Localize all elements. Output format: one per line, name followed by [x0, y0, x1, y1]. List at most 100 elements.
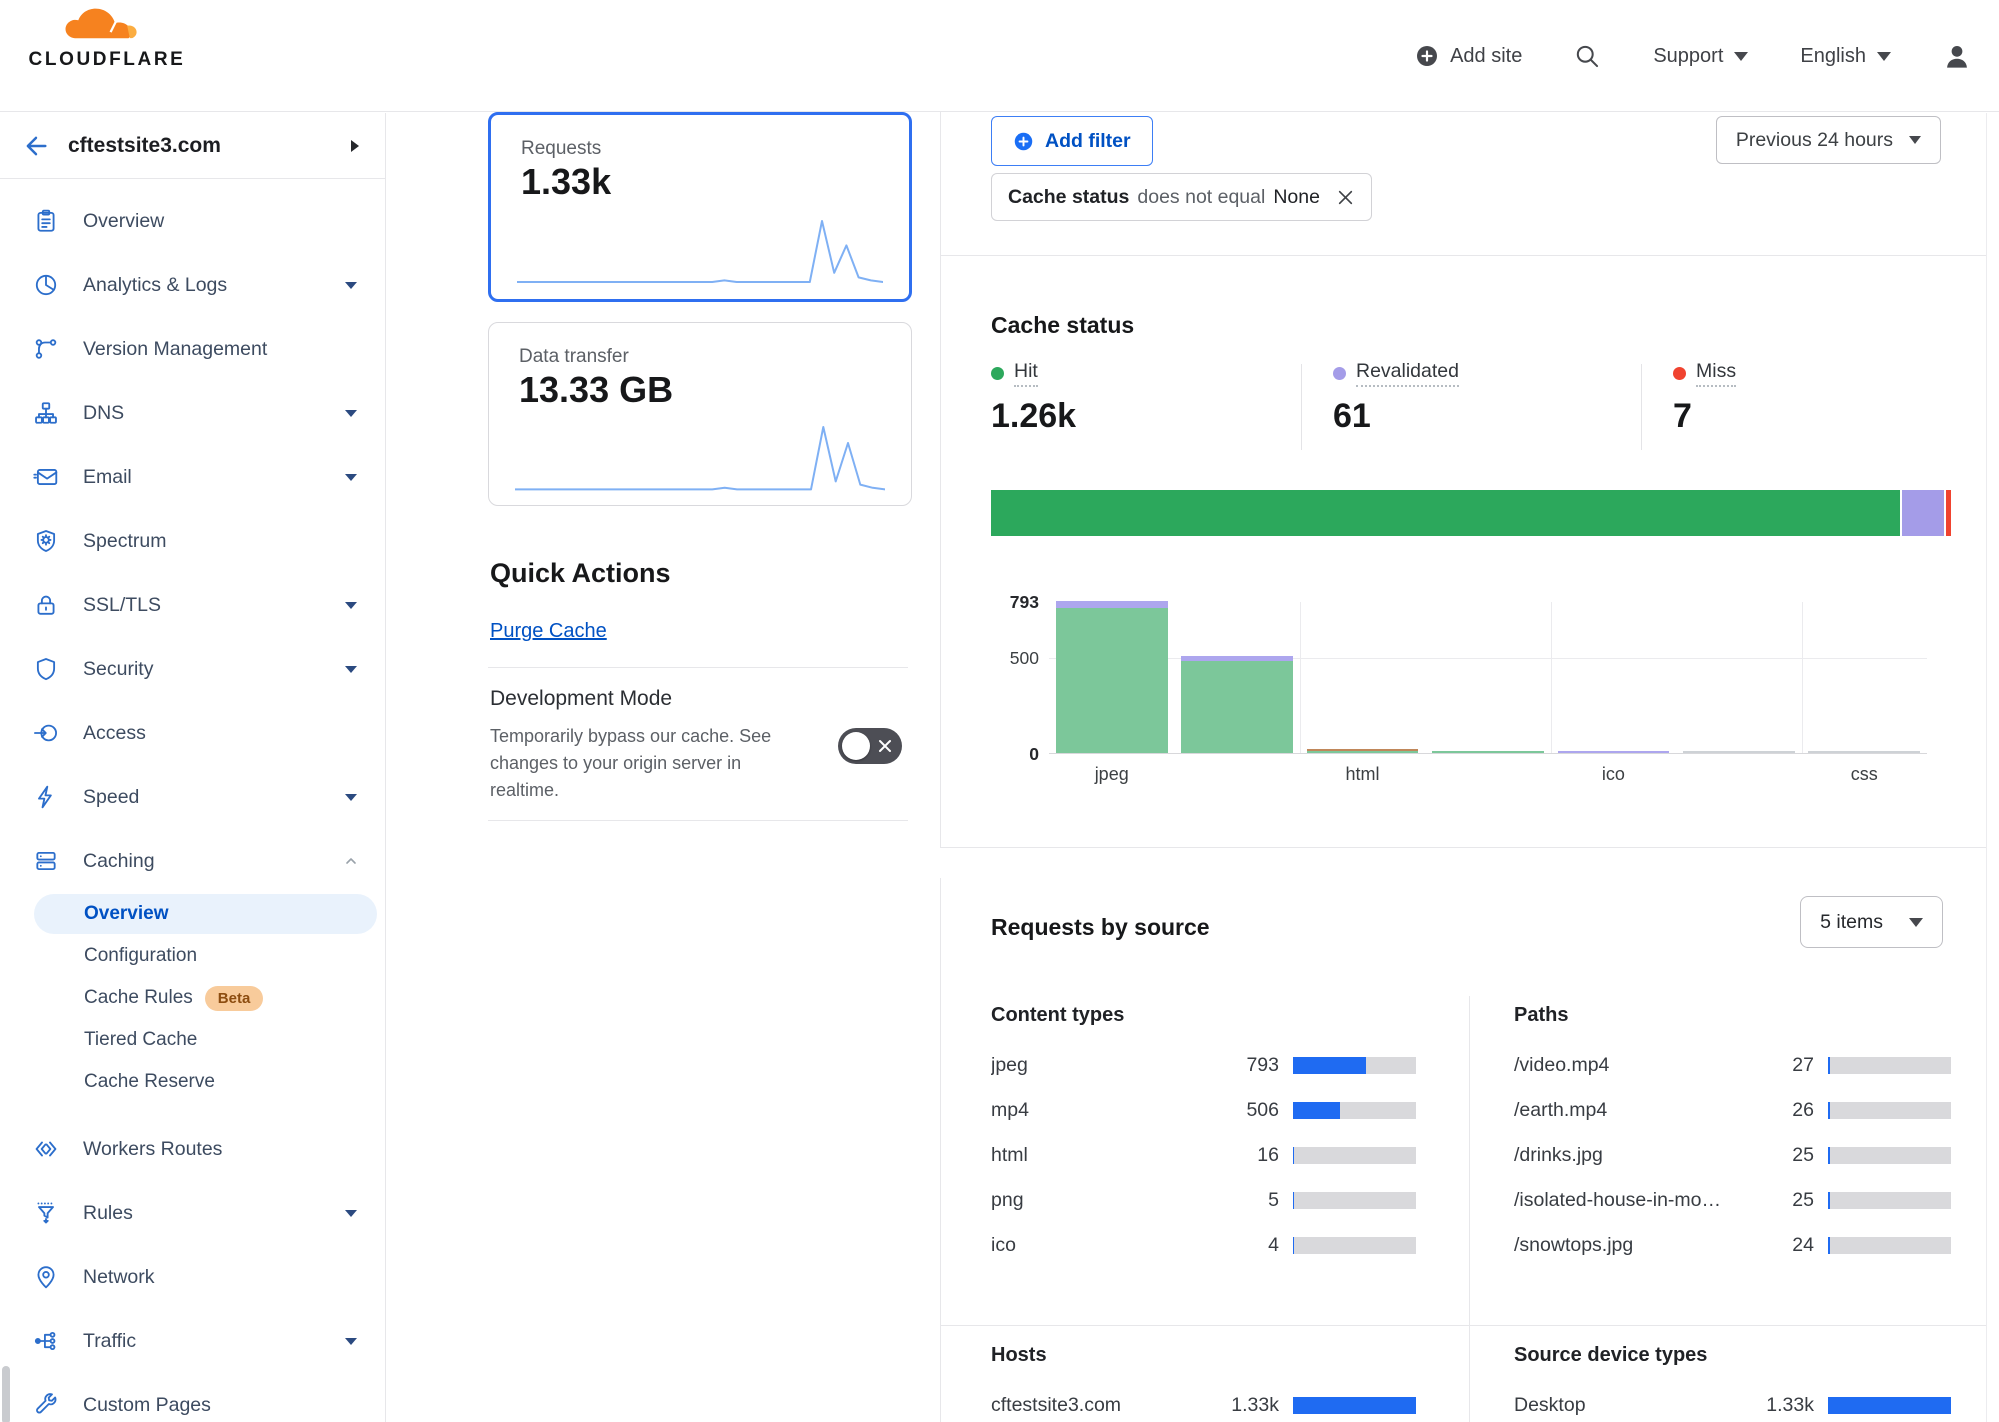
stat-hit[interactable]: Hit 1.26k: [991, 360, 1076, 436]
sidebar-item-label: Custom Pages: [83, 1393, 211, 1416]
divider: [1301, 364, 1302, 450]
sidebar-item-analytics-logs[interactable]: Analytics & Logs: [0, 253, 385, 317]
divider: [488, 820, 908, 821]
data-transfer-sparkline-chart: [514, 421, 886, 493]
purge-cache-link[interactable]: Purge Cache: [490, 620, 607, 642]
sidebar-item-spectrum[interactable]: Spectrum: [0, 509, 385, 573]
row-label: png: [991, 1189, 1024, 1211]
add-filter-button[interactable]: Add filter: [991, 116, 1153, 166]
add-site-button[interactable]: Add site: [1415, 44, 1522, 68]
sidebar-item-traffic[interactable]: Traffic: [0, 1309, 385, 1373]
back-arrow-icon[interactable]: [22, 132, 50, 160]
lock-icon: [37, 595, 55, 615]
sidebar-item-label: Network: [83, 1265, 155, 1288]
sidebar-item-label: Traffic: [83, 1329, 137, 1352]
table-row: /earth.mp4 26: [1514, 1088, 1951, 1133]
filter-operator: does not equal: [1137, 185, 1266, 208]
sidebar-item-ssl-tls[interactable]: SSL/TLS: [0, 573, 385, 637]
time-range-select[interactable]: Previous 24 hours: [1715, 116, 1941, 164]
add-site-label: Add site: [1450, 44, 1523, 67]
row-value: 27: [1792, 1054, 1814, 1076]
row-bar-track: [1293, 1397, 1416, 1414]
bar-segment-hit: [1306, 751, 1419, 753]
submenu-item-cache-reserve[interactable]: Cache Reserve: [0, 1061, 385, 1103]
sidebar-item-dns[interactable]: DNS: [0, 381, 385, 445]
toggle-off-x-icon: [879, 740, 891, 752]
plus-circle-icon: [1014, 132, 1033, 150]
row-bar-fill: [1293, 1192, 1295, 1209]
submenu-item-tiered-cache[interactable]: Tiered Cache: [0, 1019, 385, 1061]
divider: [941, 255, 1987, 256]
shield-icon: [36, 658, 56, 681]
cloudflare-cloud-icon: [65, 8, 137, 39]
hit-legend-dot: [991, 367, 1004, 380]
row-bar-fill: [1828, 1192, 1831, 1209]
clipboard-icon: [37, 209, 55, 232]
stat-revalidated[interactable]: Revalidated 61: [1333, 360, 1459, 436]
sidebar-item-speed[interactable]: Speed: [0, 765, 385, 829]
login-arrow-icon: [34, 724, 57, 742]
bar-segment-hit: [1055, 608, 1168, 753]
row-bar-track: [1828, 1237, 1951, 1254]
data-transfer-metric-card[interactable]: Data transfer 13.33 GB: [488, 322, 912, 506]
submenu-item-cache-rules[interactable]: Cache Rules Beta: [0, 977, 385, 1019]
items-count-select[interactable]: 5 items: [1800, 896, 1943, 948]
requests-by-source-title: Requests by source: [991, 914, 1210, 940]
row-label: cftestsite3.com: [991, 1394, 1122, 1416]
stat-value: 1.26k: [991, 397, 1077, 435]
sidebar-item-rules[interactable]: Rules: [0, 1181, 385, 1245]
lightning-icon: [38, 785, 52, 809]
row-bar-fill: [1293, 1057, 1367, 1074]
stat-label: Hit: [1014, 360, 1038, 387]
chevron-right-icon[interactable]: [351, 139, 359, 152]
cloudflare-logo[interactable]: CLOUDFLARE: [22, 7, 192, 71]
search-icon[interactable]: [1574, 43, 1601, 70]
development-mode-toggle[interactable]: [838, 728, 902, 764]
language-menu[interactable]: English: [1800, 45, 1891, 68]
sidebar-item-label: Version Management: [83, 337, 268, 360]
sidebar-item-custom-pages[interactable]: Custom Pages: [0, 1373, 385, 1422]
stat-label: Revalidated: [1356, 360, 1459, 387]
support-menu[interactable]: Support: [1653, 45, 1749, 68]
sidebar-item-label: Speed: [83, 785, 140, 808]
table-row: ico 4: [991, 1223, 1416, 1268]
stack-segment-revalidated: [1901, 490, 1946, 536]
row-label: ico: [991, 1234, 1016, 1256]
filter-chip[interactable]: Cache status does not equal None: [991, 173, 1372, 221]
close-icon[interactable]: [1336, 188, 1355, 207]
stat-value: 7: [1673, 397, 1692, 435]
row-bar-track: [1293, 1057, 1416, 1074]
sidebar-item-overview[interactable]: Overview: [0, 189, 385, 253]
sidebar-item-security[interactable]: Security: [0, 637, 385, 701]
user-avatar-icon[interactable]: [1943, 42, 1971, 70]
stat-miss[interactable]: Miss 7: [1673, 360, 1737, 436]
chart-bar-mp4: [1174, 602, 1299, 753]
row-bar-fill: [1828, 1057, 1831, 1074]
chart-bar-jpeg: [1049, 601, 1174, 753]
table-row: jpeg 793: [991, 1043, 1416, 1088]
sidebar-item-caching[interactable]: Caching: [0, 829, 385, 893]
location-pin-icon: [37, 1266, 55, 1289]
bar-segment-hit: [1432, 751, 1544, 753]
sidebar: cftestsite3.com Overview Analytics & Log…: [0, 113, 386, 1422]
row-bar-track: [1828, 1147, 1951, 1164]
sidebar-item-network[interactable]: Network: [0, 1245, 385, 1309]
sidebar-item-workers-routes[interactable]: Workers Routes: [0, 1117, 385, 1181]
chevron-down-icon: [345, 1209, 357, 1217]
divider: [1469, 996, 1470, 1422]
requests-metric-card[interactable]: Requests 1.33k: [488, 112, 912, 302]
filter-value: None: [1273, 185, 1320, 208]
x-axis-tick: [1174, 764, 1299, 785]
submenu-item-configuration[interactable]: Configuration: [0, 935, 385, 977]
sidebar-item-email[interactable]: Email: [0, 445, 385, 509]
chevron-down-icon: [345, 281, 357, 289]
row-bar-track: [1293, 1102, 1416, 1119]
sidebar-item-version-management[interactable]: Version Management: [0, 317, 385, 381]
sidebar-item-access[interactable]: Access: [0, 701, 385, 765]
scrollbar-track[interactable]: [1986, 113, 1987, 1422]
y-axis-tick: 500: [1009, 648, 1039, 668]
requests-sparkline-chart: [516, 215, 884, 287]
submenu-item-overview[interactable]: Overview: [0, 893, 385, 935]
table-rows: cftestsite3.com 1.33k: [991, 1383, 1416, 1422]
sidebar-scrollbar-thumb[interactable]: [2, 1366, 10, 1422]
